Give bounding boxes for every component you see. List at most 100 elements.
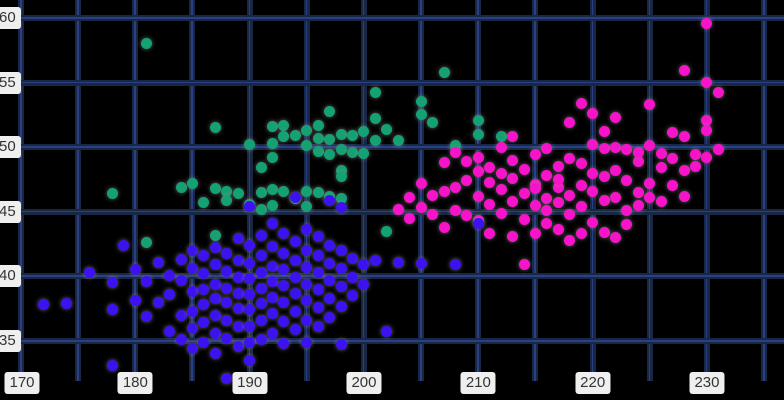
data-point-blue-cluster[interactable] xyxy=(244,239,256,251)
data-point-magenta-cluster[interactable] xyxy=(678,190,690,202)
data-point-blue-cluster[interactable] xyxy=(175,309,187,321)
data-point-magenta-cluster[interactable] xyxy=(461,155,473,167)
data-point-green-cluster[interactable] xyxy=(255,186,267,198)
data-point-blue-cluster[interactable] xyxy=(289,323,301,335)
data-point-green-cluster[interactable] xyxy=(358,148,370,160)
data-point-blue-cluster[interactable] xyxy=(289,287,301,299)
data-point-magenta-cluster[interactable] xyxy=(575,180,587,192)
data-point-green-cluster[interactable] xyxy=(347,130,359,142)
data-point-magenta-cluster[interactable] xyxy=(587,167,599,179)
data-point-magenta-cluster[interactable] xyxy=(449,146,461,158)
data-point-green-cluster[interactable] xyxy=(392,135,404,147)
data-point-blue-cluster[interactable] xyxy=(106,277,118,289)
data-point-green-cluster[interactable] xyxy=(324,133,336,145)
data-point-green-cluster[interactable] xyxy=(232,188,244,200)
data-point-green-cluster[interactable] xyxy=(267,184,279,196)
data-point-green-cluster[interactable] xyxy=(335,128,347,140)
data-point-blue-cluster[interactable] xyxy=(324,312,336,324)
data-point-blue-cluster[interactable] xyxy=(255,282,267,294)
data-point-blue-cluster[interactable] xyxy=(209,242,221,254)
data-point-magenta-cluster[interactable] xyxy=(564,208,576,220)
data-point-green-cluster[interactable] xyxy=(278,131,290,143)
data-point-blue-cluster[interactable] xyxy=(324,274,336,286)
data-point-blue-cluster[interactable] xyxy=(244,321,256,333)
data-point-green-cluster[interactable] xyxy=(369,135,381,147)
data-point-blue-cluster[interactable] xyxy=(209,327,221,339)
data-point-magenta-cluster[interactable] xyxy=(632,199,644,211)
data-point-blue-cluster[interactable] xyxy=(198,250,210,262)
data-point-magenta-cluster[interactable] xyxy=(438,185,450,197)
data-point-blue-cluster[interactable] xyxy=(221,247,233,259)
data-point-blue-cluster[interactable] xyxy=(472,217,484,229)
data-point-magenta-cluster[interactable] xyxy=(598,142,610,154)
data-point-blue-cluster[interactable] xyxy=(335,263,347,275)
data-point-blue-cluster[interactable] xyxy=(38,299,50,311)
data-point-blue-cluster[interactable] xyxy=(335,300,347,312)
data-point-magenta-cluster[interactable] xyxy=(564,189,576,201)
data-point-blue-cluster[interactable] xyxy=(335,281,347,293)
data-point-magenta-cluster[interactable] xyxy=(575,158,587,170)
data-point-magenta-cluster[interactable] xyxy=(541,217,553,229)
data-point-magenta-cluster[interactable] xyxy=(472,166,484,178)
data-point-magenta-cluster[interactable] xyxy=(632,186,644,198)
data-point-blue-cluster[interactable] xyxy=(347,252,359,264)
data-point-magenta-cluster[interactable] xyxy=(632,155,644,167)
data-point-blue-cluster[interactable] xyxy=(198,299,210,311)
data-point-magenta-cluster[interactable] xyxy=(644,140,656,152)
data-point-blue-cluster[interactable] xyxy=(267,327,279,339)
data-point-magenta-cluster[interactable] xyxy=(529,183,541,195)
data-point-magenta-cluster[interactable] xyxy=(449,181,461,193)
data-point-green-cluster[interactable] xyxy=(324,105,336,117)
data-point-blue-cluster[interactable] xyxy=(84,267,96,279)
data-point-magenta-cluster[interactable] xyxy=(404,212,416,224)
data-point-magenta-cluster[interactable] xyxy=(507,195,519,207)
data-point-blue-cluster[interactable] xyxy=(186,305,198,317)
data-point-green-cluster[interactable] xyxy=(255,203,267,215)
data-point-blue-cluster[interactable] xyxy=(278,264,290,276)
data-point-magenta-cluster[interactable] xyxy=(552,197,564,209)
data-point-green-cluster[interactable] xyxy=(289,130,301,142)
data-point-green-cluster[interactable] xyxy=(267,137,279,149)
data-point-blue-cluster[interactable] xyxy=(244,273,256,285)
data-point-green-cluster[interactable] xyxy=(301,124,313,136)
data-point-green-cluster[interactable] xyxy=(449,140,461,152)
data-point-blue-cluster[interactable] xyxy=(152,256,164,268)
data-point-magenta-cluster[interactable] xyxy=(427,208,439,220)
data-point-green-cluster[interactable] xyxy=(209,229,221,241)
data-point-blue-cluster[interactable] xyxy=(152,296,164,308)
data-point-magenta-cluster[interactable] xyxy=(610,232,622,244)
data-point-green-cluster[interactable] xyxy=(141,237,153,249)
data-point-blue-cluster[interactable] xyxy=(301,314,313,326)
data-point-blue-cluster[interactable] xyxy=(186,286,198,298)
data-point-blue-cluster[interactable] xyxy=(312,250,324,262)
data-point-green-cluster[interactable] xyxy=(106,188,118,200)
data-point-blue-cluster[interactable] xyxy=(289,255,301,267)
data-point-magenta-cluster[interactable] xyxy=(575,201,587,213)
data-point-magenta-cluster[interactable] xyxy=(587,185,599,197)
data-point-blue-cluster[interactable] xyxy=(255,298,267,310)
data-point-blue-cluster[interactable] xyxy=(278,296,290,308)
data-point-green-cluster[interactable] xyxy=(369,87,381,99)
data-point-blue-cluster[interactable] xyxy=(221,314,233,326)
data-point-blue-cluster[interactable] xyxy=(221,372,233,384)
data-point-magenta-cluster[interactable] xyxy=(598,171,610,183)
data-point-magenta-cluster[interactable] xyxy=(712,144,724,156)
data-point-magenta-cluster[interactable] xyxy=(552,224,564,236)
data-point-green-cluster[interactable] xyxy=(472,128,484,140)
data-point-magenta-cluster[interactable] xyxy=(587,216,599,228)
data-point-magenta-cluster[interactable] xyxy=(552,161,564,173)
data-point-magenta-cluster[interactable] xyxy=(541,142,553,154)
data-point-blue-cluster[interactable] xyxy=(267,276,279,288)
data-point-blue-cluster[interactable] xyxy=(415,257,427,269)
data-point-blue-cluster[interactable] xyxy=(175,334,187,346)
data-point-magenta-cluster[interactable] xyxy=(552,174,564,185)
data-point-magenta-cluster[interactable] xyxy=(518,188,530,200)
data-point-blue-cluster[interactable] xyxy=(232,287,244,299)
data-point-green-cluster[interactable] xyxy=(255,162,267,174)
data-point-blue-cluster[interactable] xyxy=(198,336,210,348)
data-point-blue-cluster[interactable] xyxy=(255,314,267,326)
data-point-magenta-cluster[interactable] xyxy=(701,152,713,164)
data-point-blue-cluster[interactable] xyxy=(358,259,370,271)
data-point-blue-cluster[interactable] xyxy=(267,241,279,253)
data-point-blue-cluster[interactable] xyxy=(278,338,290,350)
